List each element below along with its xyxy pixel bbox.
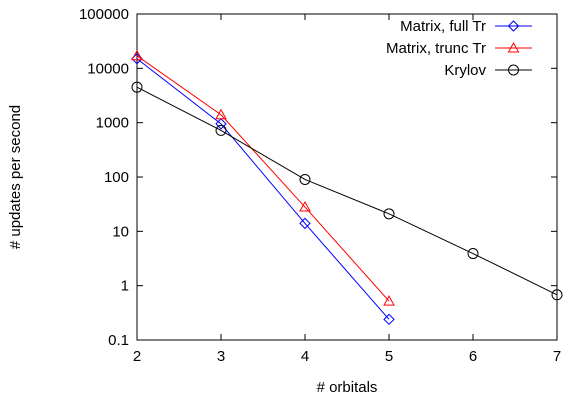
legend-marker [508,64,519,76]
y-tick-label: 10 [112,223,129,240]
y-tick-label: 100000 [79,6,129,23]
x-tick-label: 6 [469,348,477,365]
x-axis-title: # orbitals [317,379,378,396]
y-axis-title: # updates per second [7,105,24,249]
plot-frame-group [136,13,558,341]
data-point [467,248,479,260]
series-line [136,55,390,302]
x-tick-label: 2 [133,348,141,365]
series-group [131,49,563,326]
data-point [551,289,563,301]
data-point [299,217,311,230]
legend-label: Matrix, full Tr [400,18,486,35]
series-triangle [131,49,395,306]
data-point [383,208,395,220]
data-point [299,201,311,212]
data-point [383,313,395,326]
legend-marker [507,20,520,32]
series-circle [131,81,563,301]
x-tick-label: 4 [301,348,309,365]
data-point [131,81,143,93]
legend: Matrix, full Tr Matrix, trunc Tr Krylov [386,18,532,79]
plot-frame [136,13,558,341]
data-point [215,118,227,130]
legend-label: Matrix, trunc Tr [386,40,486,57]
data-point [299,173,311,185]
ticks-group: 2 3 4 5 6 7 0.1 1 10 100 1000 10000 100000 [79,6,561,365]
x-tick-label: 7 [553,348,561,365]
y-tick-label: 100 [104,169,129,186]
data-point [215,108,227,120]
x-tick-label: 5 [385,348,393,365]
data-point [383,295,395,306]
series-diamond [131,53,395,326]
y-tick-label: 1000 [96,115,129,132]
legend-label: Krylov [444,62,486,79]
data-point [131,49,143,61]
y-tick-label: 10000 [87,60,129,77]
series-line [136,86,558,296]
legend-marker [507,41,520,53]
x-tick-label: 3 [217,348,225,365]
y-tick-label: 0.1 [108,332,129,349]
y-tick-label: 1 [121,278,129,295]
series-line [136,58,390,320]
data-point [215,124,227,136]
